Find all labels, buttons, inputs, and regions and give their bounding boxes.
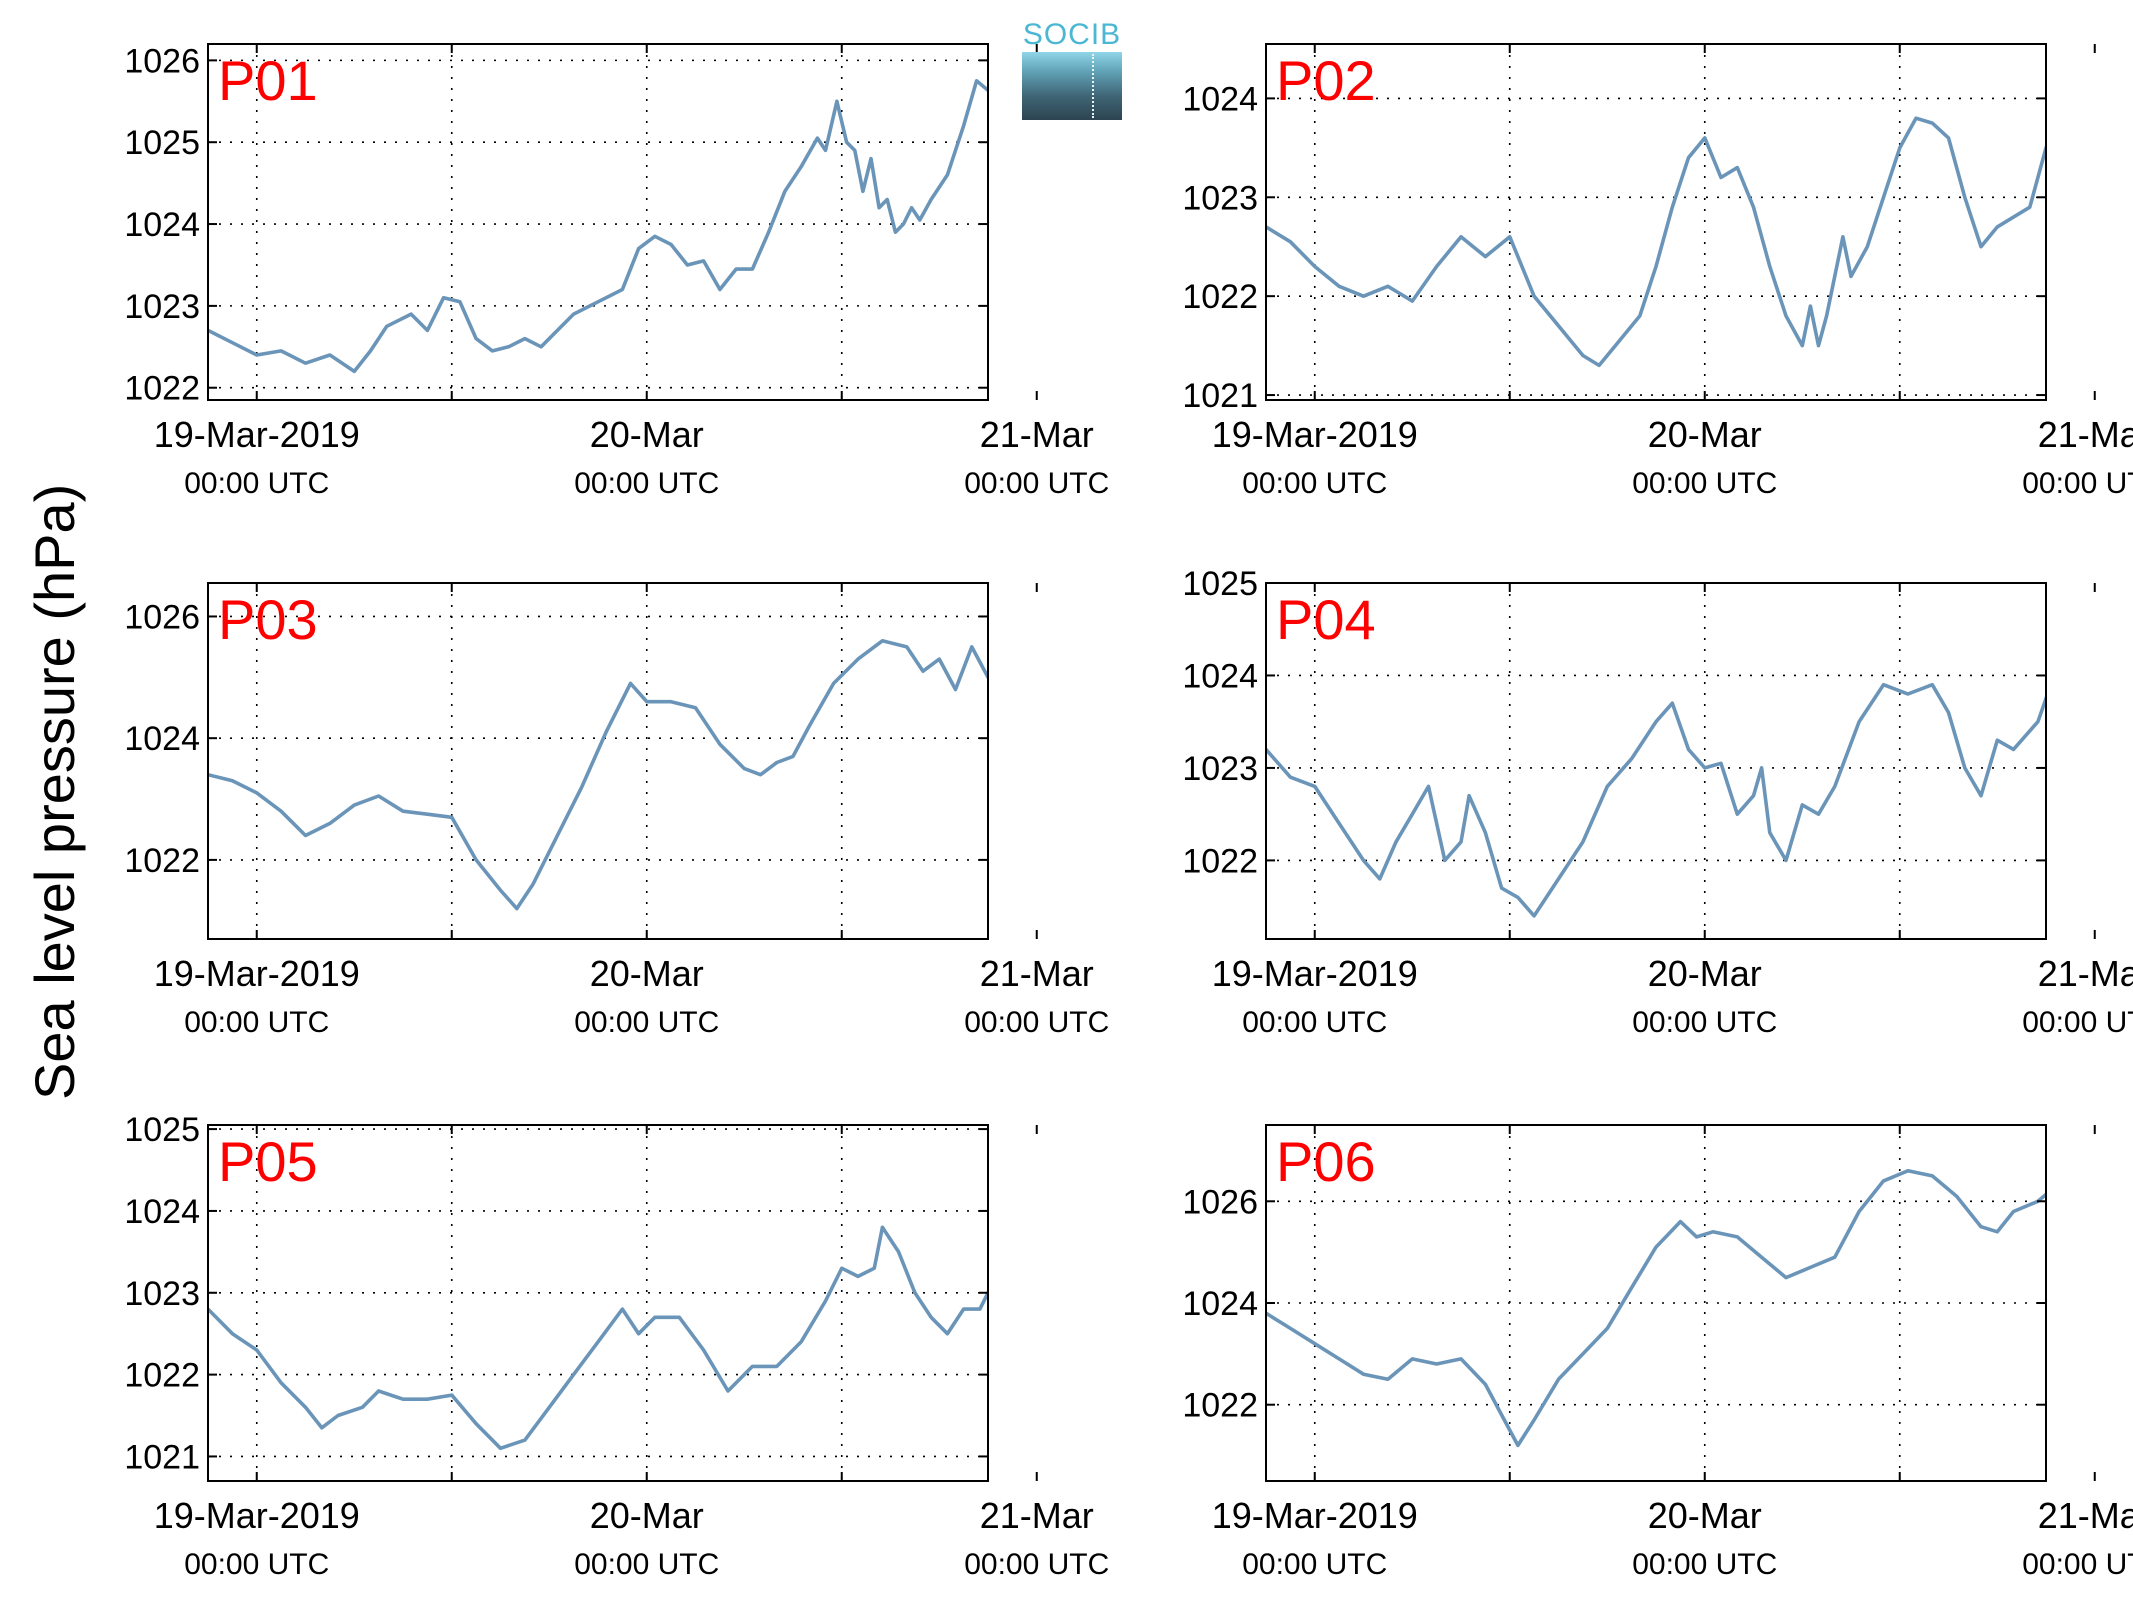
plot-area <box>208 1125 988 1481</box>
chart-panel-p03: 1022 1024 1026 19-Mar-2019 00:00 UTC 20-Mar 00… <box>124 582 1109 1039</box>
y-tick-label: 1025 <box>124 1111 200 1149</box>
x-tick-sublabel: 00:00 UTC <box>1632 467 1777 500</box>
y-tick-label: 1024 <box>1182 80 1258 118</box>
x-tick-label: 19-Mar-2019 <box>154 953 360 994</box>
axes-frame <box>207 1124 989 1482</box>
plot-area <box>1266 1125 2046 1481</box>
x-tick-sublabel: 00:00 UTC <box>2022 1006 2133 1039</box>
x-tick-sublabel: 00:00 UTC <box>964 1548 1109 1581</box>
y-tick-label: 1023 <box>124 1275 200 1313</box>
plot-area <box>208 44 988 400</box>
series-line <box>1266 682 2046 918</box>
y-tick-label: 1021 <box>124 1438 200 1476</box>
x-tick-sublabel: 00:00 UTC <box>184 1548 329 1581</box>
x-tick-sublabel: 00:00 UTC <box>964 1006 1109 1039</box>
y-tick-label: 1022 <box>1182 278 1258 316</box>
x-tick-sublabel: 00:00 UTC <box>964 467 1109 500</box>
panel-label: P02 <box>1276 49 1376 112</box>
y-tick-label: 1022 <box>1182 842 1258 880</box>
y-tick-label: 1022 <box>124 842 200 880</box>
x-tick-label: 19-Mar-2019 <box>1212 414 1418 455</box>
x-tick-sublabel: 00:00 UTC <box>184 1006 329 1039</box>
panel-label: P01 <box>218 49 318 112</box>
x-tick-label: 19-Mar-2019 <box>1212 1495 1418 1536</box>
x-tick-sublabel: 00:00 UTC <box>574 467 719 500</box>
logo-graphic <box>1022 52 1122 120</box>
series-line <box>1266 116 2046 368</box>
y-tick-label: 1024 <box>124 720 200 758</box>
series-line <box>208 1225 988 1451</box>
series-line <box>208 79 988 374</box>
logo-graphic-line <box>1092 54 1094 118</box>
socib-logo: SOCIB <box>1022 18 1122 120</box>
y-tick-label: 1025 <box>1182 565 1258 603</box>
chart-panel-p04: 1022 1023 1024 1025 19-Mar-2019 00:00 UTC 20-M… <box>1182 565 2133 1039</box>
x-tick-label: 21-Mar <box>2038 953 2133 994</box>
x-tick-sublabel: 00:00 UTC <box>1632 1006 1777 1039</box>
chart-panel-p02: 1021 1022 1023 1024 19-Mar-2019 00:00 UTC 20-M… <box>1182 43 2133 500</box>
x-tick-label: 20-Mar <box>1648 414 1762 455</box>
axes-frame <box>1265 582 2047 940</box>
y-axis-label: Sea level pressure (hPa) <box>23 483 86 1100</box>
y-tick-label: 1022 <box>124 1357 200 1395</box>
y-tick-label: 1026 <box>124 42 200 80</box>
y-tick-label: 1025 <box>124 124 200 162</box>
axes-frame <box>1265 43 2047 401</box>
chart-panel-p06: 1022 1024 1026 19-Mar-2019 00:00 UTC 20-Mar 00… <box>1182 1124 2133 1581</box>
x-tick-sublabel: 00:00 UTC <box>184 467 329 500</box>
x-tick-label: 21-Mar <box>980 1495 1094 1536</box>
plot-area <box>1266 583 2046 939</box>
x-tick-sublabel: 00:00 UTC <box>1242 467 1387 500</box>
axes-frame <box>207 582 989 940</box>
plot-area <box>1266 44 2046 400</box>
panel-label: P05 <box>218 1130 318 1193</box>
x-tick-label: 19-Mar-2019 <box>154 1495 360 1536</box>
chart-panel-p05: 1021 1022 1023 1024 1025 19-Mar-2019 00:00 UTC… <box>124 1111 1109 1581</box>
x-tick-label: 21-Mar <box>980 953 1094 994</box>
series-line <box>1266 1169 2046 1448</box>
y-tick-label: 1022 <box>1182 1387 1258 1425</box>
plot-area <box>208 583 988 939</box>
y-tick-label: 1024 <box>1182 1285 1258 1323</box>
x-tick-label: 21-Mar <box>2038 414 2133 455</box>
y-tick-label: 1024 <box>1182 657 1258 695</box>
panel-label: P03 <box>218 588 318 651</box>
x-tick-label: 21-Mar <box>2038 1495 2133 1536</box>
y-tick-label: 1022 <box>124 370 200 408</box>
y-tick-label: 1026 <box>124 598 200 636</box>
y-tick-label: 1023 <box>124 288 200 326</box>
x-tick-sublabel: 00:00 UTC <box>1242 1006 1387 1039</box>
x-tick-sublabel: 00:00 UTC <box>1632 1548 1777 1581</box>
x-tick-label: 20-Mar <box>1648 1495 1762 1536</box>
x-tick-sublabel: 00:00 UTC <box>2022 1548 2133 1581</box>
x-tick-sublabel: 00:00 UTC <box>574 1548 719 1581</box>
x-tick-label: 20-Mar <box>590 414 704 455</box>
y-tick-label: 1024 <box>124 1193 200 1231</box>
axes-frame <box>207 43 989 401</box>
x-tick-sublabel: 00:00 UTC <box>574 1006 719 1039</box>
panel-label: P06 <box>1276 1130 1376 1193</box>
panel-label: P04 <box>1276 588 1376 651</box>
y-tick-label: 1026 <box>1182 1183 1258 1221</box>
logo-wordmark: SOCIB <box>1022 18 1122 51</box>
x-tick-label: 20-Mar <box>590 953 704 994</box>
x-tick-label: 19-Mar-2019 <box>1212 953 1418 994</box>
chart-panel-p01: 1022 1023 1024 1025 1026 19-Mar-2019 00:00 UTC… <box>124 42 1109 500</box>
x-tick-label: 20-Mar <box>590 1495 704 1536</box>
y-tick-label: 1021 <box>1182 377 1258 415</box>
x-tick-sublabel: 00:00 UTC <box>2022 467 2133 500</box>
x-tick-label: 20-Mar <box>1648 953 1762 994</box>
x-tick-label: 19-Mar-2019 <box>154 414 360 455</box>
y-tick-label: 1023 <box>1182 750 1258 788</box>
x-tick-sublabel: 00:00 UTC <box>1242 1548 1387 1581</box>
y-tick-label: 1023 <box>1182 179 1258 217</box>
x-tick-label: 21-Mar <box>980 414 1094 455</box>
series-line <box>208 639 988 911</box>
y-tick-label: 1024 <box>124 206 200 244</box>
